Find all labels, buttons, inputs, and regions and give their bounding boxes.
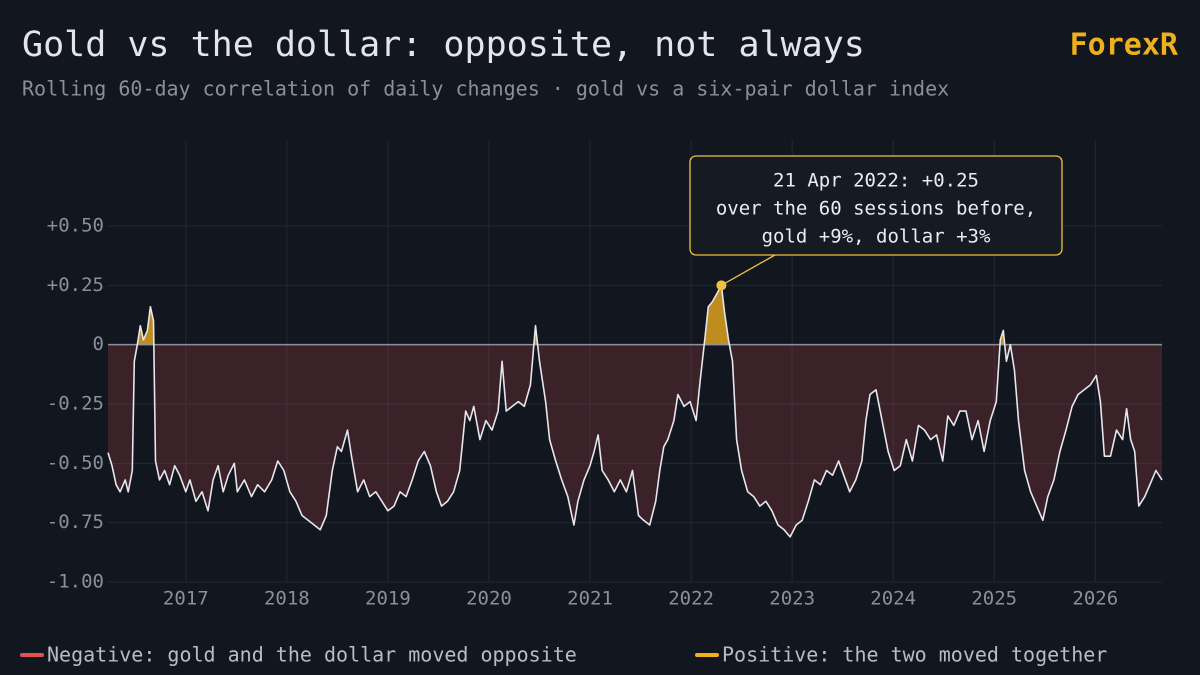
annotation-point (716, 280, 727, 291)
annotation-text: 21 Apr 2022: +0.25 (773, 170, 979, 192)
legend-swatch (695, 653, 719, 657)
x-tick-label: 2025 (971, 588, 1017, 610)
chart-title: Gold vs the dollar: opposite, not always (22, 25, 865, 65)
x-tick-label: 2026 (1072, 588, 1118, 610)
annotation-connector (721, 254, 776, 286)
y-tick-label: +0.25 (47, 274, 104, 296)
legend-swatch (20, 653, 44, 657)
x-tick-label: 2024 (870, 588, 916, 610)
x-tick-label: 2021 (567, 588, 613, 610)
annotation-text: gold +9%, dollar +3% (762, 226, 991, 248)
correlation-line (107, 284, 1163, 538)
legend-label: Positive: the two moved together (722, 643, 1107, 667)
y-tick-label: -1.00 (47, 571, 104, 593)
y-tick-label: +0.50 (47, 215, 104, 237)
brand: ForexR (1070, 28, 1179, 63)
x-tick-label: 2018 (264, 588, 310, 610)
y-tick-label: -0.50 (47, 452, 104, 474)
annotation-text: over the 60 sessions before, (716, 198, 1036, 220)
x-tick-label: 2020 (466, 588, 512, 610)
x-tick-label: 2023 (769, 588, 815, 610)
x-tick-label: 2019 (365, 588, 411, 610)
x-tick-label: 2022 (668, 588, 714, 610)
y-tick-label: 0 (93, 333, 104, 355)
x-tick-label: 2017 (163, 588, 209, 610)
annotation-box (689, 155, 1063, 256)
chart-subtitle: Rolling 60-day correlation of daily chan… (22, 77, 949, 101)
legend-label: Negative: gold and the dollar moved oppo… (47, 643, 577, 667)
y-tick-label: -0.75 (47, 511, 104, 533)
negative-area (108, 344, 1162, 537)
y-tick-label: -0.25 (47, 393, 104, 415)
